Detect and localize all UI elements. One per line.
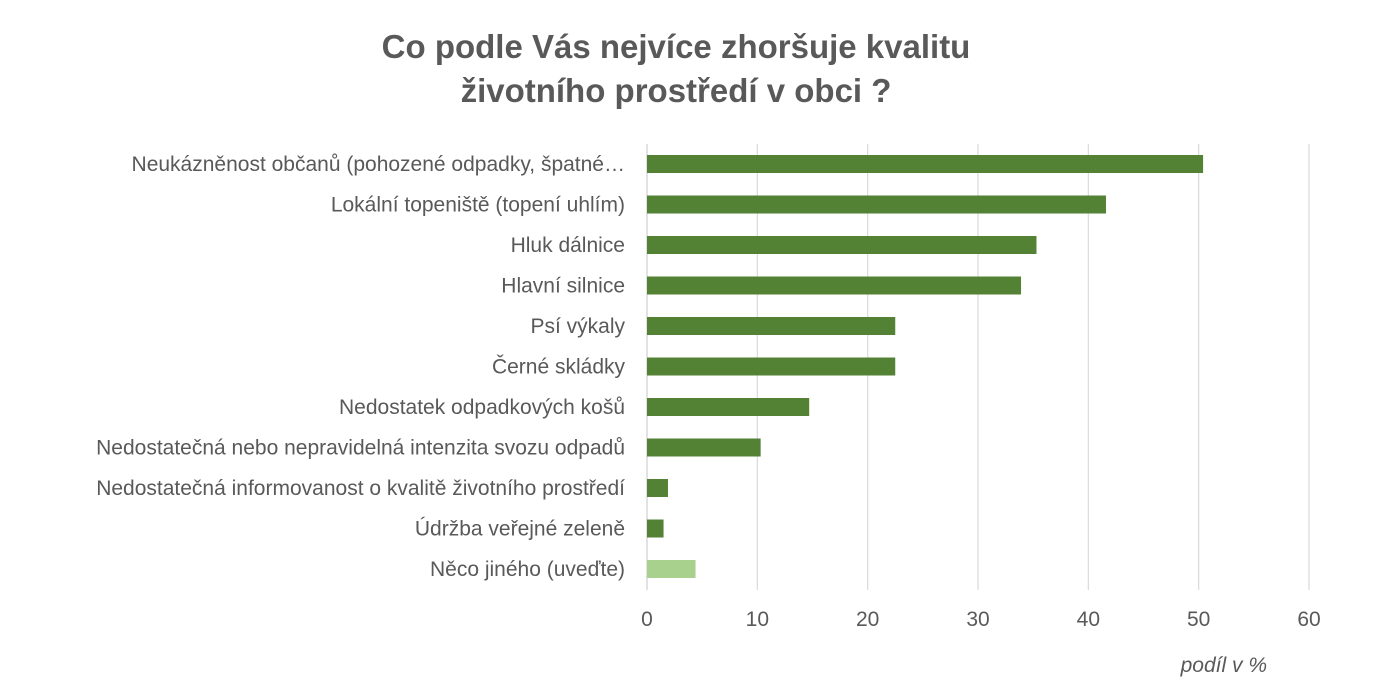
category-label: Nedostatek odpadkových košů	[339, 396, 625, 419]
x-tick-label: 30	[966, 608, 989, 631]
bar	[647, 276, 1022, 295]
x-tick-label: 0	[641, 608, 653, 631]
bar	[647, 398, 810, 416]
x-tick-label: 60	[1297, 608, 1320, 631]
category-label: Nedostatečná nebo nepravidelná intenzita…	[96, 437, 625, 460]
category-labels: Neukázněnost občanů (pohozené odpadky, š…	[96, 153, 625, 581]
chart-title-line-1: Co podle Vás nejvíce zhoršuje kvalitu	[381, 28, 971, 65]
category-label: Černé skládky	[492, 356, 626, 379]
x-tick-labels: 0 10 20 30 40 50 60	[641, 608, 1321, 631]
bar	[647, 560, 696, 578]
bar	[647, 195, 1106, 214]
x-tick-label: 10	[746, 608, 769, 631]
bar	[647, 236, 1037, 254]
chart-title-line-2: životního prostředí v obci ?	[460, 72, 892, 109]
x-tick-label: 20	[856, 608, 879, 631]
bar	[647, 317, 896, 335]
category-label: Hlavní silnice	[501, 275, 625, 298]
bar	[647, 438, 761, 457]
category-label: Nedostatečná informovanost o kvalitě živ…	[96, 477, 625, 500]
category-label: Psí výkaly	[530, 315, 625, 338]
x-axis-label: podíl v %	[1180, 654, 1267, 677]
bars	[647, 155, 1204, 578]
category-label: Neukázněnost občanů (pohozené odpadky, š…	[132, 153, 625, 176]
bar	[647, 357, 896, 376]
bar	[647, 155, 1204, 173]
category-label: Něco jiného (uveďte)	[430, 558, 625, 581]
x-tick-label: 40	[1077, 608, 1100, 631]
bar	[647, 519, 664, 538]
category-label: Lokální topeniště (topení uhlím)	[331, 194, 625, 217]
bar	[647, 479, 668, 497]
category-label: Hluk dálnice	[511, 234, 625, 257]
category-label: Údržba veřejné zeleně	[415, 518, 625, 541]
x-tick-label: 50	[1187, 608, 1210, 631]
